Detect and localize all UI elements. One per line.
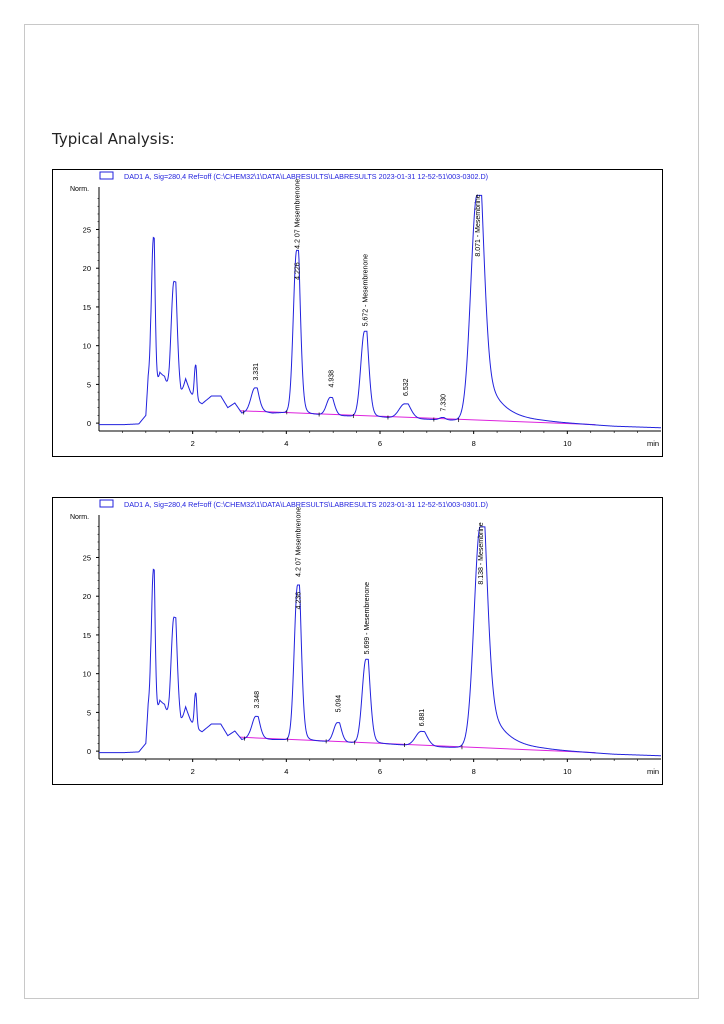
peak-label: 8.071 - Mesembrine xyxy=(475,194,482,256)
y-tick-label: 20 xyxy=(83,264,91,273)
y-tick-label: 5 xyxy=(87,708,91,717)
y-axis-label: Norm. xyxy=(70,186,89,193)
peak-label: 7.330 xyxy=(440,394,447,412)
y-tick-label: 15 xyxy=(83,631,91,640)
peak-label: 6.532 xyxy=(403,378,410,396)
chromatogram-chart-2: DAD1 A, Sig=280,4 Ref=off (C:\CHEM32\1\D… xyxy=(52,497,663,785)
x-tick-label: 2 xyxy=(191,439,195,448)
peak-label: 5.094 xyxy=(335,695,342,713)
y-tick-label: 15 xyxy=(83,303,91,312)
peak-label: 5.699 - Mesembrenone xyxy=(364,582,371,654)
legend-swatch xyxy=(99,499,114,508)
integration-baseline xyxy=(239,736,596,754)
chromatogram-trace xyxy=(99,194,662,429)
chart-svg: DAD1 A, Sig=280,4 Ref=off (C:\CHEM32\1\D… xyxy=(52,169,663,457)
peak-label: 4.2 07 Mesembrenone xyxy=(296,507,303,577)
y-tick-label: 10 xyxy=(83,342,91,351)
peak-label: 4.226 xyxy=(295,262,302,280)
x-tick-label: 8 xyxy=(472,767,476,776)
peak-label: 5.672 - Mesembrenone xyxy=(363,254,370,326)
legend-text: DAD1 A, Sig=280,4 Ref=off (C:\CHEM32\1\D… xyxy=(124,500,488,509)
peak-label: 6.881 xyxy=(419,709,426,727)
chart-frame xyxy=(52,497,663,785)
x-axis-unit: min xyxy=(647,767,659,776)
chromatogram-chart-1: DAD1 A, Sig=280,4 Ref=off (C:\CHEM32\1\D… xyxy=(52,169,663,457)
peak-label: 3.348 xyxy=(254,691,261,709)
peak-label: 4.938 xyxy=(328,370,335,388)
x-tick-label: 10 xyxy=(563,439,571,448)
peak-label: 4.2 07 Mesembrenone xyxy=(295,179,302,249)
y-tick-label: 0 xyxy=(87,747,91,756)
x-tick-label: 4 xyxy=(284,439,288,448)
chromatogram-trace xyxy=(99,526,662,757)
y-tick-label: 0 xyxy=(87,419,91,428)
x-tick-label: 10 xyxy=(563,767,571,776)
x-tick-label: 4 xyxy=(284,767,288,776)
peak-label: 3.331 xyxy=(253,363,260,381)
peak-label: 8.138 - Mesembrine xyxy=(478,522,485,584)
peak-label: 4.236 xyxy=(296,592,303,610)
y-axis-label: Norm. xyxy=(70,514,89,521)
chart-svg: DAD1 A, Sig=280,4 Ref=off (C:\CHEM32\1\D… xyxy=(52,497,663,785)
y-tick-label: 25 xyxy=(83,553,91,562)
x-tick-label: 6 xyxy=(378,767,382,776)
legend-text: DAD1 A, Sig=280,4 Ref=off (C:\CHEM32\1\D… xyxy=(124,172,488,181)
x-tick-label: 6 xyxy=(378,439,382,448)
legend-swatch xyxy=(99,171,114,180)
y-tick-label: 5 xyxy=(87,380,91,389)
x-tick-label: 8 xyxy=(472,439,476,448)
page-border xyxy=(24,24,699,999)
chart-frame xyxy=(52,169,663,457)
y-tick-label: 20 xyxy=(83,592,91,601)
y-tick-label: 10 xyxy=(83,670,91,679)
x-axis-unit: min xyxy=(647,439,659,448)
y-tick-label: 25 xyxy=(83,225,91,234)
page-heading: Typical Analysis: xyxy=(52,130,175,148)
x-tick-label: 2 xyxy=(191,767,195,776)
